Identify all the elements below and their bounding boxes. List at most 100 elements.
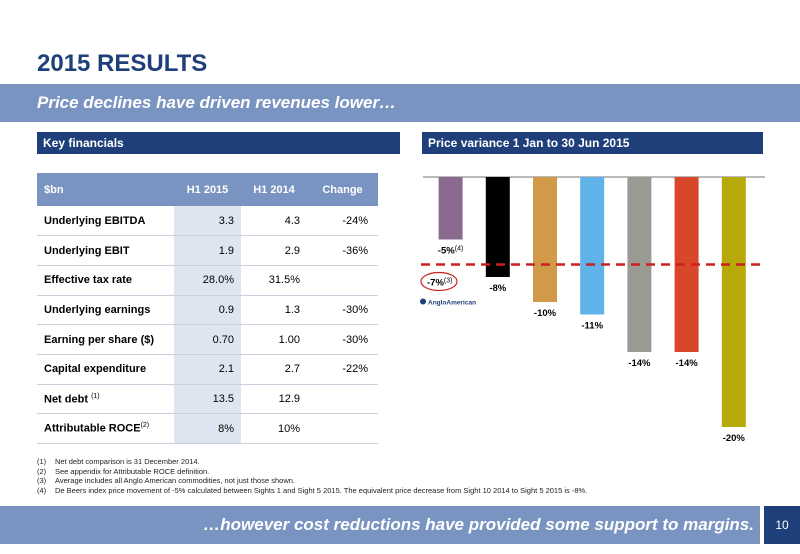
price-variance-chart: -5%(4)Diamonds-8%ThermalCoal-10%Copper-1… [420, 176, 765, 444]
footnote-line: (3) Average includes all Anglo American c… [37, 476, 587, 486]
row-label: Attributable ROCE(2) [37, 413, 174, 444]
cell-change: -22% [307, 354, 378, 385]
bar-value-text: -11% [581, 321, 603, 332]
cell-h1-2014: 12.9 [241, 384, 307, 415]
bar-value-label: -14% [628, 358, 651, 369]
cell-change: -36% [307, 235, 378, 266]
row-label-text: Underlying earnings [44, 303, 151, 316]
bar-value-text: -20% [723, 433, 746, 444]
bar-value-label: -11% [581, 321, 603, 332]
page-number: 10 [764, 506, 800, 544]
row-label: Earning per share ($) [37, 324, 174, 355]
footnote-number: (2) [37, 466, 47, 476]
table-row: Underlying EBIT 1.9 2.9 -36% [37, 235, 378, 266]
key-financials-heading: Key financials [37, 132, 400, 154]
footnote-ref: (2) [140, 422, 150, 430]
table-row: Effective tax rate 28.0% 31.5% [37, 265, 378, 296]
footnote-text: See appendix for Attributable ROCE defin… [55, 466, 210, 476]
cell-h1-2014: 10% [241, 413, 307, 444]
average-label: -7%(3) [427, 278, 452, 289]
cell-h1-2015: 8% [174, 413, 241, 444]
chart-bar [485, 177, 510, 277]
cell-change [307, 384, 378, 415]
col-header-h1-2015: H1 2015 [174, 173, 241, 206]
table-row: Attributable ROCE(2) 8% 10% [37, 413, 378, 444]
cell-h1-2014: 31.5% [241, 265, 307, 296]
key-financials-table: $bn H1 2015 H1 2014 Change Underlying EB… [37, 173, 378, 444]
row-label: Underlying EBITDA [37, 206, 174, 237]
row-label: Net debt (1) [37, 384, 174, 415]
cell-h1-2015: 3.3 [174, 206, 241, 237]
subtitle-banner: Price declines have driven revenues lowe… [0, 84, 800, 122]
footer-banner: …however cost reductions have provided s… [0, 506, 760, 544]
table-row: Capital expenditure 2.1 2.7 -22% [37, 354, 378, 385]
cell-change: -30% [307, 324, 378, 355]
row-label-text: Attributable ROCE [44, 422, 141, 435]
subtitle-text: Price declines have driven revenues lowe… [37, 93, 397, 112]
chart-bar [580, 177, 605, 315]
col-header-change: Change [307, 173, 378, 206]
logo-mark-icon [420, 298, 426, 305]
footnote-text: Average includes all Anglo American comm… [55, 476, 295, 486]
row-label-text: Net debt [44, 393, 92, 406]
footnote-line: (2) See appendix for Attributable ROCE de… [37, 467, 587, 477]
table-header-row: $bn H1 2015 H1 2014 Change [37, 173, 378, 206]
bar-value-label: -20% [723, 433, 746, 444]
cell-h1-2015: 28.0% [174, 265, 241, 296]
cell-h1-2014: 4.3 [241, 206, 307, 237]
bar-value-label: -5%(4) [438, 246, 463, 257]
footnote-number: (1) [37, 457, 47, 466]
footnote-text: Net debt comparison is 31 December 2014. [55, 457, 200, 466]
bar-value-label: -10% [534, 308, 557, 319]
chart-bar [438, 177, 463, 240]
price-variance-heading: Price variance 1 Jan to 30 Jun 2015 [422, 132, 763, 154]
cell-change: -24% [307, 206, 378, 237]
cell-h1-2014: 2.7 [241, 354, 307, 385]
footer-tagline: …however cost reductions have provided s… [203, 515, 754, 534]
logo-text: AngloAmerican [428, 300, 476, 307]
row-label: Effective tax rate [37, 265, 174, 296]
bar-value-text: -5% [438, 246, 455, 257]
cell-h1-2015: 1.9 [174, 235, 241, 266]
table-row: Earning per share ($) 0.70 1.00 -30% [37, 324, 378, 355]
table-row: Net debt (1) 13.5 12.9 [37, 384, 378, 415]
footnote-number: (3) [37, 476, 47, 486]
footnote-line: (4) De Beers index price movement of -5% … [37, 486, 587, 496]
row-label-text: Earning per share ($) [44, 333, 155, 346]
row-label-text: Underlying EBIT [44, 244, 130, 257]
average-highlight-circle [420, 271, 458, 292]
table-row: Underlying EBITDA 3.3 4.3 -24% [37, 206, 378, 237]
footnotes: (1) Net debt comparison is 31 December 20… [37, 457, 587, 495]
cell-h1-2015: 0.9 [174, 295, 241, 326]
table-row: Underlying earnings 0.9 1.3 -30% [37, 295, 378, 326]
bar-value-label: -14% [676, 358, 699, 369]
cell-h1-2015: 13.5 [174, 384, 241, 415]
row-label: Capital expenditure [37, 354, 174, 385]
bar-value-text: -10% [534, 308, 557, 319]
col-header-metric: $bn [37, 173, 174, 206]
footnote-number: (4) [37, 485, 47, 495]
footnote-text: De Beers index price movement of -5% cal… [55, 485, 588, 495]
cell-h1-2015: 0.70 [174, 324, 241, 355]
bar-value-text: -14% [676, 358, 699, 369]
row-label-text: Capital expenditure [44, 363, 147, 376]
anglo-american-logo: AngloAmerican [420, 298, 476, 307]
footnote-line: (1) Net debt comparison is 31 December 20… [37, 457, 587, 467]
bar-value-label: -8% [489, 283, 506, 294]
row-label: Underlying EBIT [37, 235, 174, 266]
col-header-h1-2014: H1 2014 [241, 173, 307, 206]
page-title: 2015 RESULTS [37, 50, 208, 77]
chart-bar [721, 177, 746, 427]
bar-value-text: -14% [628, 358, 651, 369]
footnote-ref: (1) [91, 392, 100, 400]
cell-h1-2015: 2.1 [174, 354, 241, 385]
cell-change [307, 265, 378, 296]
row-label: Underlying earnings [37, 295, 174, 326]
row-label-text: Effective tax rate [44, 274, 133, 287]
bar-value-text: -8% [489, 283, 506, 294]
cell-h1-2014: 2.9 [241, 235, 307, 266]
cell-h1-2014: 1.00 [241, 324, 307, 355]
chart-bar [533, 177, 557, 302]
bar-value-footnote: (4) [455, 246, 464, 253]
average-label-text: -7% [427, 278, 444, 289]
